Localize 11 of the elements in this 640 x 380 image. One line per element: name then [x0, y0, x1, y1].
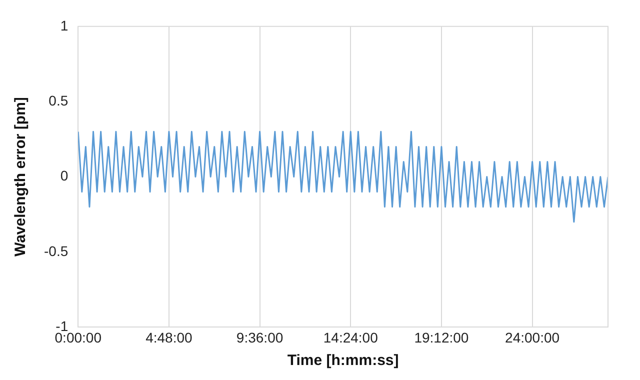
y-tick-label: -0.5	[44, 242, 68, 259]
y-tick-label: 0.5	[48, 92, 68, 108]
y-tick-label: 1	[60, 17, 68, 34]
x-axis-title: Time [h:mm:ss]	[287, 352, 399, 370]
y-tick-label: 0	[60, 168, 68, 184]
x-tick-label: 4:48:00	[146, 329, 193, 346]
x-tick-label: 14:24:00	[323, 329, 378, 346]
x-tick-label: 24:00:00	[505, 329, 560, 346]
x-tick-label: 9:36:00	[236, 329, 284, 346]
y-axis-title: Wavelength error [pm]	[12, 97, 30, 257]
x-tick-label: 19:12:00	[414, 329, 469, 346]
